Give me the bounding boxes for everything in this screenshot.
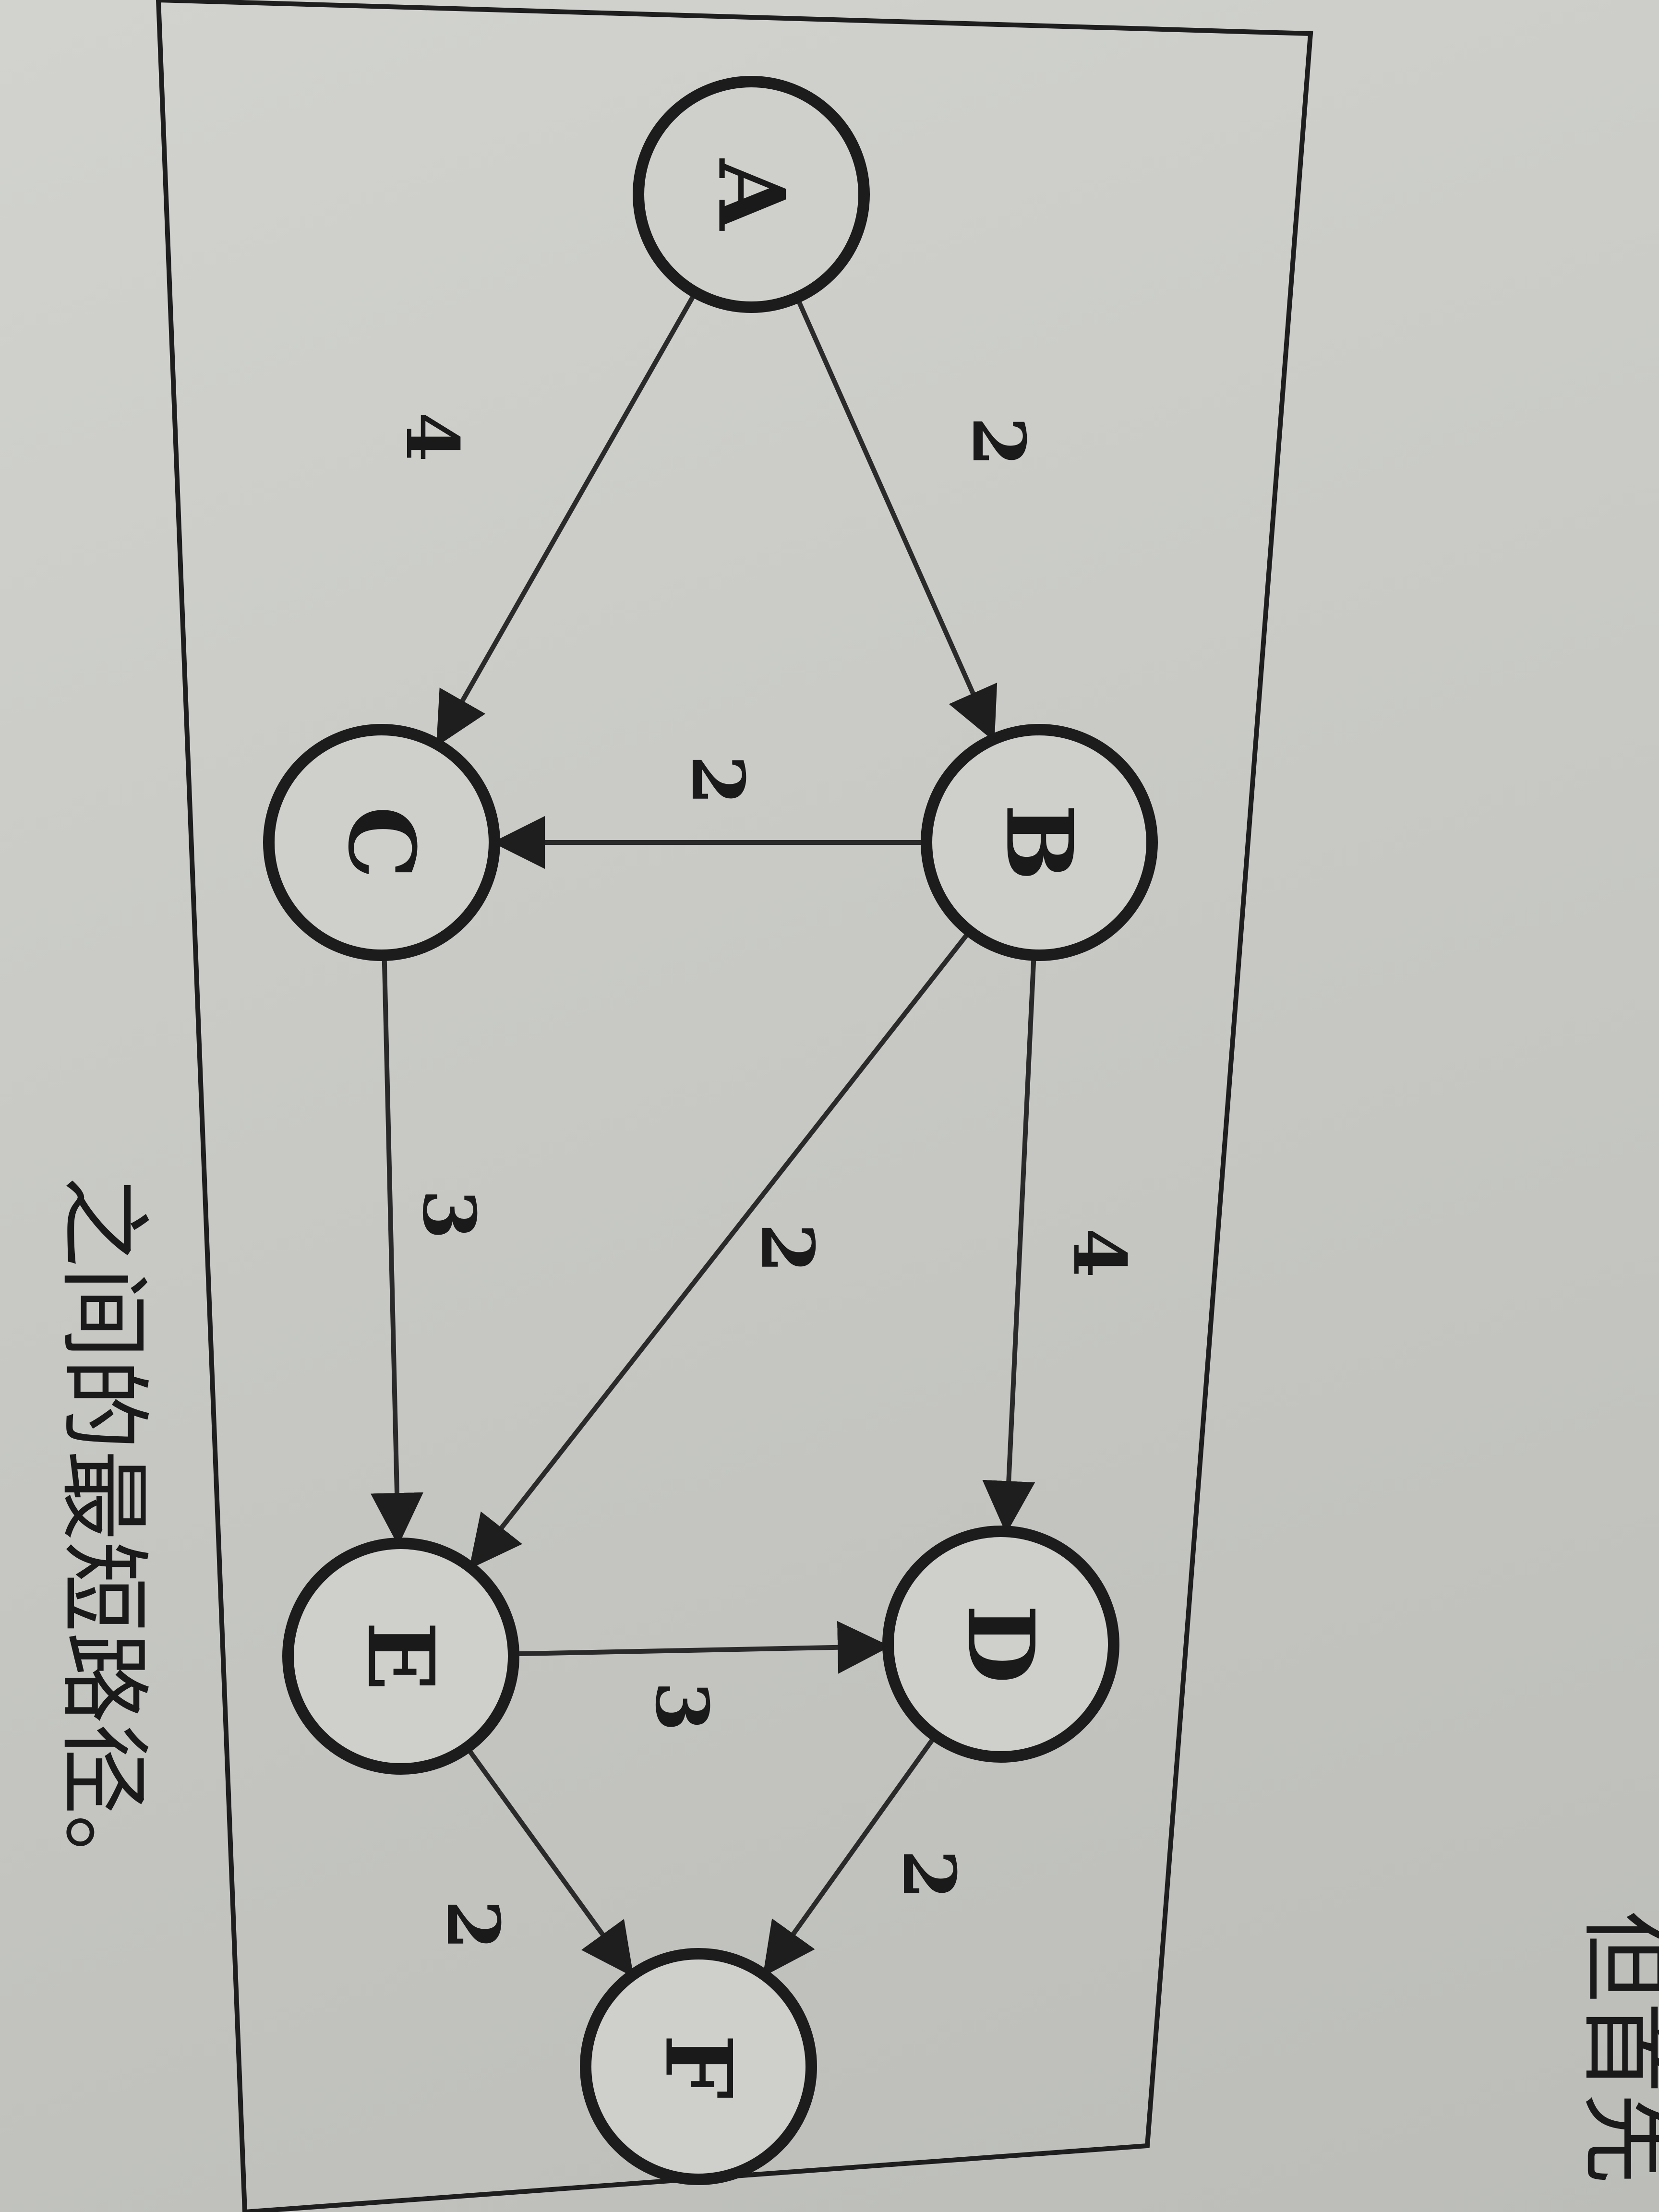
node-circle-e (282, 1538, 519, 1775)
node-f: F (580, 1948, 817, 2185)
node-d: D (882, 1526, 1119, 1763)
edge-weight-d-f: 2 (887, 1850, 971, 1899)
node-a: A (633, 76, 870, 313)
node-label-e: E (348, 1622, 455, 1691)
nodes-layer: A B C D E F (263, 76, 1158, 2185)
edges-layer: 2 4 2 4 2 3 3 2 2 (370, 291, 1142, 1977)
node-label-d: D (948, 1605, 1055, 1684)
node-label-b: B (986, 804, 1093, 881)
edge-a-b (794, 296, 998, 742)
edge-weight-e-d: 3 (639, 1682, 724, 1731)
node-b: B (921, 724, 1158, 961)
edge-e-f (465, 1746, 634, 1977)
edge-e-d (513, 1621, 891, 1674)
edge-weight-b-d: 4 (1057, 1228, 1142, 1278)
node-label-c: C (328, 806, 435, 878)
node-circle-b (921, 724, 1158, 961)
edge-weight-c-e: 3 (407, 1190, 491, 1239)
node-circle-f (580, 1948, 817, 2185)
edge-weight-a-c: 4 (390, 412, 474, 462)
edge-a-c (436, 291, 697, 747)
node-circle-c (263, 724, 500, 961)
edge-weight-a-b: 2 (956, 417, 1041, 467)
diagram-frame (156, 0, 1313, 2212)
edge-b-e (469, 929, 972, 1570)
node-e: E (282, 1538, 519, 1775)
edge-c-e (370, 955, 423, 1546)
caption-text: 之间的最短路径。 但首先 (50, 1176, 1659, 2184)
caption-left: 之间的最短路径。 (50, 1176, 156, 1906)
edge-b-d (982, 955, 1036, 1534)
node-label-a: A (698, 158, 805, 231)
edge-d-f (762, 1734, 938, 1977)
node-label-f: F (645, 2034, 752, 2099)
node-circle-d (882, 1526, 1119, 1763)
node-c: C (263, 724, 500, 961)
edge-weight-b-c: 2 (675, 755, 760, 805)
edge-weight-b-e: 2 (745, 1223, 830, 1273)
node-circle-a (633, 76, 870, 313)
edge-weight-e-f: 2 (431, 1900, 515, 1950)
caption-right: 但首先 (1572, 1911, 1659, 2184)
